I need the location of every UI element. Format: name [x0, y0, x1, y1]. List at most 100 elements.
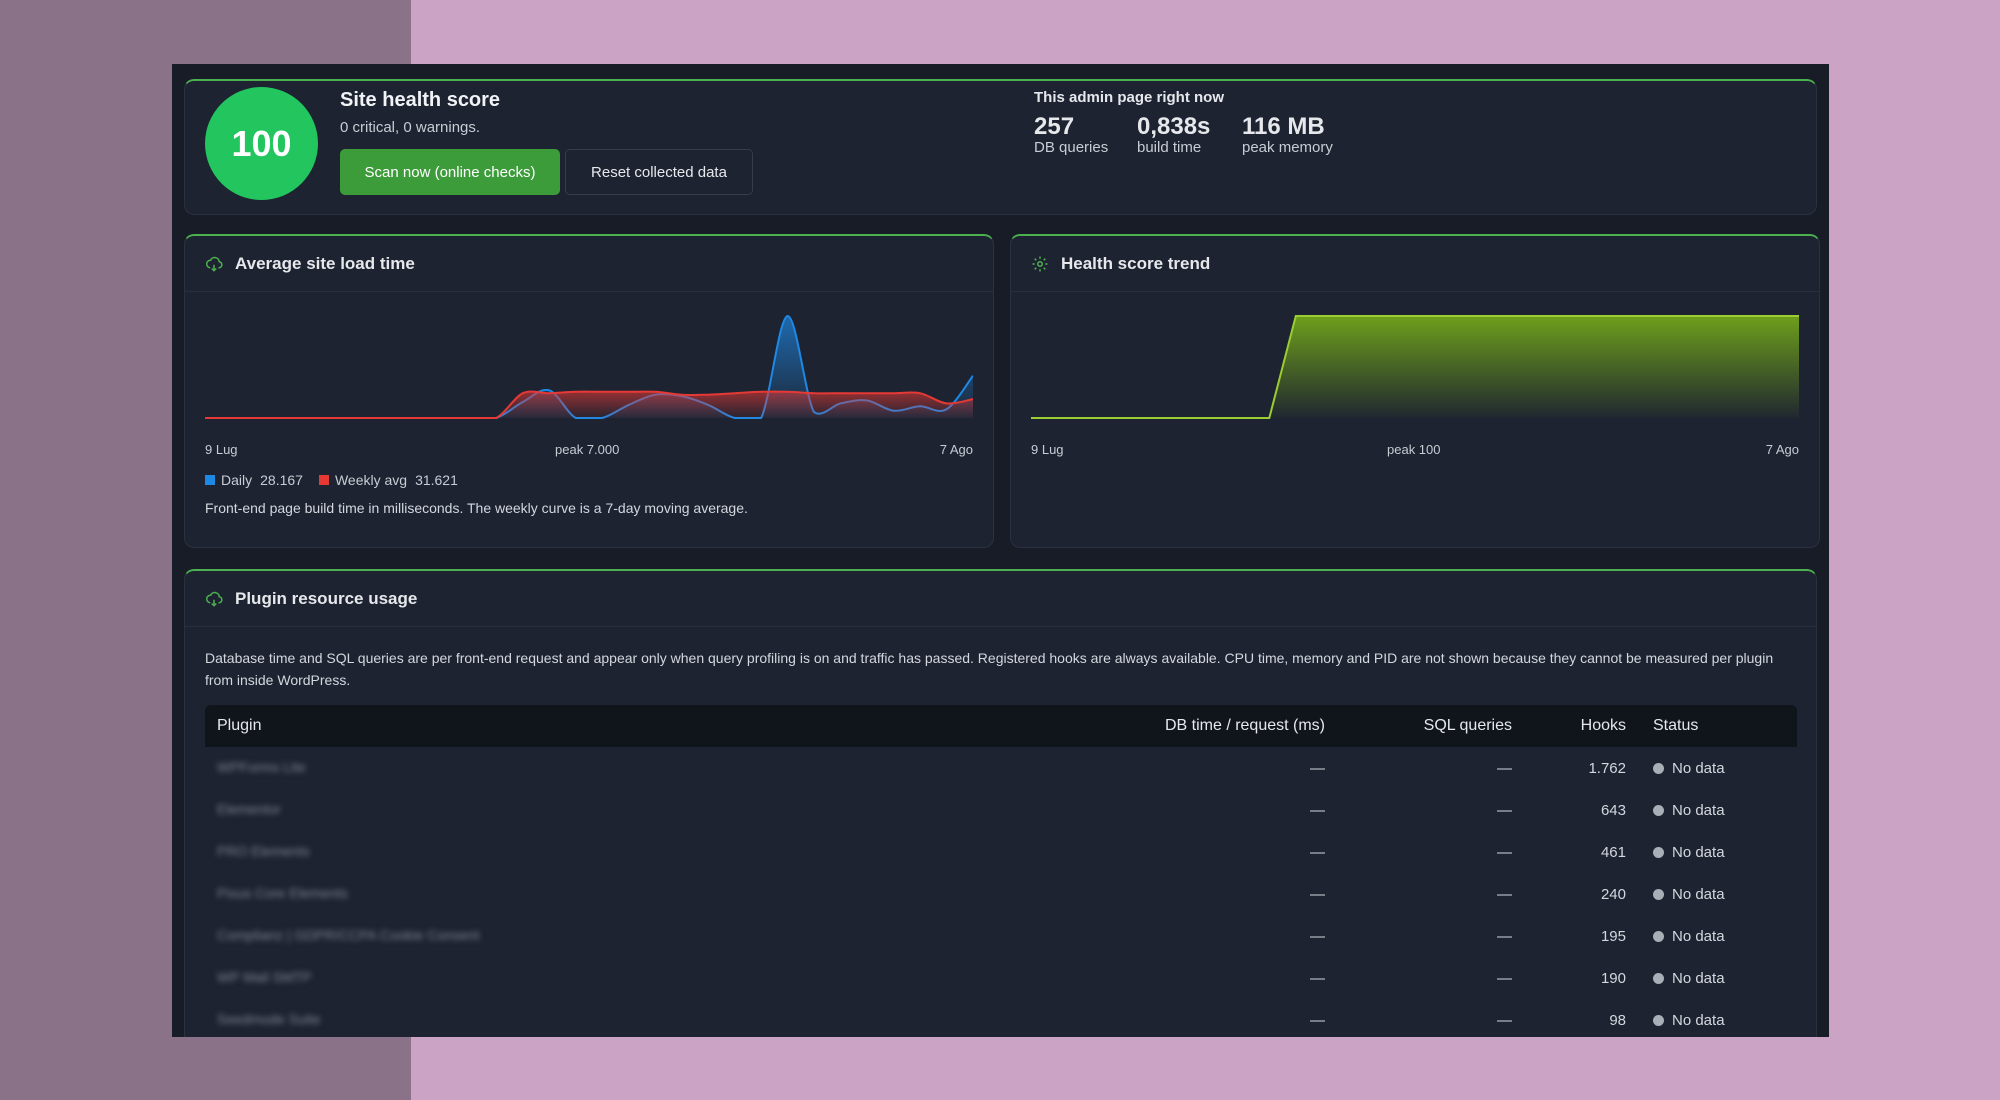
metric-label: DB queries — [1034, 139, 1109, 156]
status-dot-icon — [1653, 762, 1664, 774]
status-cell: No data — [1653, 915, 1725, 957]
metric-build-time: 0,838s build time — [1137, 113, 1210, 156]
plugin-name: WP Mail SMTP — [217, 969, 312, 985]
legend-value-weekly: 31.621 — [415, 472, 458, 488]
plugin-name: PRO Elements — [217, 843, 310, 859]
load-time-card: Average site load time 9 Lug peak 7.000 … — [184, 234, 994, 548]
sql-cell: — — [1497, 801, 1512, 819]
chart-footnote: Front-end page build time in millisecond… — [205, 500, 748, 516]
status-cell: No data — [1653, 831, 1725, 873]
legend-label-weekly: Weekly avg — [334, 472, 408, 488]
health-trend-card: Health score trend 9 Lug peak 100 7 Ago — [1010, 234, 1820, 548]
health-subtitle: 0 critical, 0 warnings. — [340, 119, 481, 136]
chart-legend: Daily 28.167 Weekly avg 31.621 — [205, 472, 474, 488]
site-health-card: 100 Site health score 0 critical, 0 warn… — [184, 79, 1817, 215]
sql-cell: — — [1497, 885, 1512, 903]
plugin-name: Seedmode Suite — [217, 1011, 321, 1027]
x-tick-end: 7 Ago — [1765, 442, 1799, 457]
table-row: WPForms Lite — — 1.762 No data — [205, 747, 1797, 789]
status-cell: No data — [1653, 789, 1725, 831]
hooks-cell: 98 — [1609, 1011, 1626, 1029]
status-dot-icon — [1653, 972, 1664, 984]
status-label: No data — [1672, 885, 1725, 903]
hooks-cell: 1.762 — [1588, 759, 1626, 777]
weekly-series-area — [205, 391, 973, 418]
admin-screen: 100 Site health score 0 critical, 0 warn… — [172, 64, 1829, 1037]
load-time-chart — [205, 314, 973, 419]
col-hooks[interactable]: Hooks — [1580, 717, 1626, 734]
health-score-series-line — [1031, 315, 1799, 419]
db-time-cell: — — [1310, 969, 1325, 987]
table-body: WPForms Lite — — 1.762 No data Elementor — — 643… — [205, 747, 1797, 1037]
status-dot-icon — [1653, 846, 1664, 858]
metric-value: 116 MB — [1242, 113, 1325, 140]
status-cell: No data — [1653, 873, 1725, 915]
table-row: Seedmode Suite — — 98 No data — [205, 999, 1797, 1037]
plugin-name: Elementor — [217, 801, 281, 817]
metric-label: peak memory — [1242, 139, 1333, 156]
col-sql-queries[interactable]: SQL queries — [1423, 717, 1512, 734]
plugin-name: WPForms Lite — [217, 759, 306, 775]
scan-now-button[interactable]: Scan now (online checks) — [340, 149, 560, 195]
legend-value-daily: 28.167 — [260, 472, 303, 488]
sql-cell: — — [1497, 1011, 1512, 1029]
status-dot-icon — [1653, 930, 1664, 942]
cloud-icon — [205, 256, 223, 272]
db-time-cell: — — [1310, 801, 1325, 819]
table-row: Complianz | GDPR/CCPA Cookie Consent — — 19… — [205, 915, 1797, 957]
db-time-cell: — — [1310, 885, 1325, 903]
x-tick-peak: peak 100 — [1387, 442, 1441, 457]
db-time-cell: — — [1310, 843, 1325, 861]
status-cell: No data — [1653, 957, 1725, 999]
plugin-name: Complianz | GDPR/CCPA Cookie Consent — [217, 927, 480, 943]
legend-swatch-weekly — [318, 475, 329, 485]
status-label: No data — [1672, 969, 1725, 987]
col-plugin[interactable]: Plugin — [217, 717, 262, 734]
status-dot-icon — [1653, 804, 1664, 816]
sql-cell: — — [1497, 927, 1512, 945]
plugin-table: Plugin DB time / request (ms) SQL querie… — [205, 705, 1797, 1037]
health-score-badge: 100 — [205, 87, 318, 200]
reset-data-button[interactable]: Reset collected data — [565, 149, 753, 195]
legend-label-daily: Daily — [221, 472, 253, 488]
weekly-series-line — [205, 390, 973, 419]
db-time-cell: — — [1310, 927, 1325, 945]
gear-icon — [1032, 256, 1048, 271]
table-row: Pixus Core Elements — — 240 No data — [205, 873, 1797, 915]
health-score-series-area — [1031, 316, 1799, 418]
status-dot-icon — [1653, 888, 1664, 900]
plugin-description: Database time and SQL queries are per fr… — [205, 650, 1774, 688]
status-label: No data — [1672, 927, 1725, 945]
hooks-cell: 643 — [1600, 801, 1626, 819]
plugin-usage-card: Plugin resource usage Database time and … — [184, 569, 1817, 1037]
hooks-cell: 240 — [1600, 885, 1626, 903]
col-status[interactable]: Status — [1653, 717, 1699, 734]
status-dot-icon — [1653, 1014, 1664, 1026]
metric-db-queries: 257 DB queries — [1034, 113, 1108, 156]
table-row: PRO Elements — — 461 No data — [205, 831, 1797, 873]
sql-cell: — — [1497, 759, 1512, 777]
status-label: No data — [1672, 843, 1725, 861]
sql-cell: — — [1497, 969, 1512, 987]
col-db-time[interactable]: DB time / request (ms) — [1164, 717, 1325, 734]
status-cell: No data — [1653, 999, 1725, 1037]
card-title: Health score trend — [1061, 253, 1211, 273]
legend-swatch-daily — [205, 475, 215, 485]
x-tick-peak: peak 7.000 — [555, 442, 620, 457]
metric-peak-memory: 116 MB peak memory — [1242, 113, 1333, 156]
db-time-cell: — — [1310, 759, 1325, 777]
x-tick-end: 7 Ago — [939, 442, 973, 457]
health-title: Site health score — [340, 89, 501, 111]
hooks-cell: 195 — [1600, 927, 1626, 945]
sql-cell: — — [1497, 843, 1512, 861]
card-header: Average site load time — [185, 236, 993, 292]
x-tick-start: 9 Lug — [205, 442, 238, 457]
metric-label: build time — [1137, 139, 1202, 156]
card-title: Average site load time — [235, 253, 415, 273]
table-row: WP Mail SMTP — — 190 No data — [205, 957, 1797, 999]
cloud-icon — [205, 591, 223, 607]
status-cell: No data — [1653, 747, 1725, 789]
metric-value: 0,838s — [1137, 113, 1211, 140]
status-label: No data — [1672, 1011, 1725, 1029]
hooks-cell: 461 — [1600, 843, 1626, 861]
